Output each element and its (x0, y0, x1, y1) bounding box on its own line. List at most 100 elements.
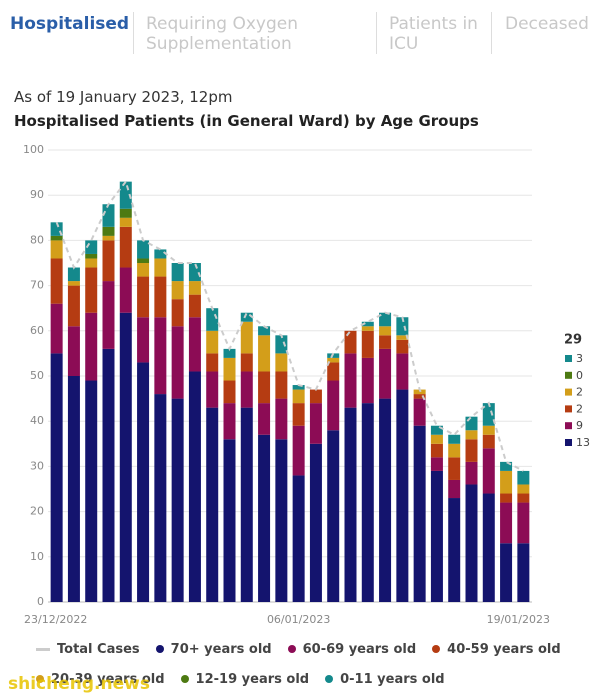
legend-label: Total Cases (57, 641, 140, 657)
bar-segment (275, 353, 288, 372)
bar-segment (102, 348, 115, 602)
bar-segment (430, 425, 443, 435)
bar-segment (137, 317, 150, 363)
bar-segment (206, 371, 219, 408)
x-tick-label: 06/01/2023 (267, 613, 330, 626)
bar-segment (465, 484, 478, 602)
bar-segment (430, 457, 443, 471)
bar-segment (465, 416, 478, 431)
bar-segment (85, 253, 98, 259)
bar-segment (258, 335, 271, 372)
bar-segment (379, 398, 392, 602)
bar-segment (102, 226, 115, 236)
bar-segment (154, 258, 167, 277)
bar-segment (344, 407, 357, 602)
bar-segment (517, 484, 530, 494)
bar-segment (67, 281, 80, 286)
legend-label: 20-39 years old (51, 671, 165, 687)
bar-segment (292, 389, 305, 404)
bar-segment (119, 181, 132, 209)
tab[interactable]: Patients in ICU (389, 14, 478, 54)
bar-segment (327, 380, 340, 431)
bar-segment (171, 263, 184, 282)
latest-value: 3 (576, 352, 583, 365)
bar-segment (171, 326, 184, 399)
y-tick-label: 0 (37, 595, 44, 608)
bar-segment (258, 371, 271, 404)
bar-segment (465, 439, 478, 462)
bar-segment (517, 543, 530, 602)
tab[interactable]: Requiring Oxygen Supplementation (146, 14, 299, 54)
bar-segment (188, 294, 201, 318)
legend: Total Cases 70+ years old 60-69 years old 4… (36, 638, 576, 690)
latest-value: 0 (576, 369, 583, 382)
bar-segment (206, 407, 219, 602)
bar-segment (396, 339, 409, 354)
bar-segment (396, 389, 409, 602)
latest-value: 2 (576, 386, 583, 399)
latest-value: 2 (576, 402, 583, 415)
legend-item[interactable]: 20-39 years old (36, 668, 165, 690)
bar-segment (361, 403, 374, 602)
tab-separator (133, 12, 134, 54)
bar-segment (396, 353, 409, 390)
bar-segment (482, 425, 495, 435)
bar-segment (137, 263, 150, 277)
bar-segment (448, 479, 461, 499)
bar-segment (171, 299, 184, 327)
bar-segment (240, 371, 253, 408)
legend-item[interactable]: 60-69 years old (287, 638, 416, 660)
bar-segment (119, 312, 132, 602)
bar-segment (413, 425, 426, 602)
legend-item[interactable]: 0-11 years old (325, 668, 445, 690)
legend-item[interactable]: 12-19 years old (180, 668, 309, 690)
bar-segment (379, 326, 392, 336)
bar-segment (50, 258, 63, 304)
bar-segment (206, 353, 219, 372)
legend-item[interactable]: Total Cases (36, 638, 140, 660)
bar-segment (379, 312, 392, 327)
bar-segment (154, 394, 167, 602)
y-tick-label: 40 (30, 414, 44, 427)
bar-segment (275, 371, 288, 399)
tab[interactable]: Deceased (505, 14, 589, 34)
bar-segment (154, 249, 167, 259)
bar-segment (482, 434, 495, 449)
bar-segment (50, 235, 63, 241)
bar-segment (465, 461, 478, 485)
watermark: shicheng.news (8, 674, 150, 694)
bar-segment (85, 312, 98, 381)
bar-segment (448, 498, 461, 602)
bar-segment (119, 208, 132, 218)
bar-segment (379, 348, 392, 399)
bar-segment (430, 443, 443, 458)
tab[interactable]: Hospitalised (10, 14, 130, 34)
bar-segment (223, 357, 236, 381)
bar-segment (292, 475, 305, 602)
bar-segment (85, 380, 98, 602)
bar-segment (292, 425, 305, 476)
bar-segment (517, 470, 530, 485)
bar-segment (67, 285, 80, 327)
bar-segment (85, 267, 98, 313)
y-tick-label: 70 (30, 279, 44, 292)
legend-swatch (287, 645, 296, 653)
y-tick-label: 90 (30, 188, 44, 201)
legend-item[interactable]: 40-59 years old (432, 638, 561, 660)
bar-segment (361, 330, 374, 358)
bar-segment (327, 430, 340, 602)
latest-value: 9 (576, 419, 583, 432)
legend-item[interactable]: 70+ years old (155, 638, 272, 660)
bar-segment (275, 335, 288, 354)
bar-segment (309, 443, 322, 602)
bar-segment (223, 403, 236, 440)
bar-segment (206, 308, 219, 331)
x-tick-label: 23/12/2022 (24, 613, 87, 626)
bar-segment (361, 357, 374, 404)
bar-segment (292, 385, 305, 390)
bar-segment (517, 502, 530, 544)
latest-total: 29 (564, 333, 582, 348)
bar-segment (171, 398, 184, 602)
bar-segment (396, 335, 409, 340)
legend-label: 70+ years old (170, 641, 272, 657)
